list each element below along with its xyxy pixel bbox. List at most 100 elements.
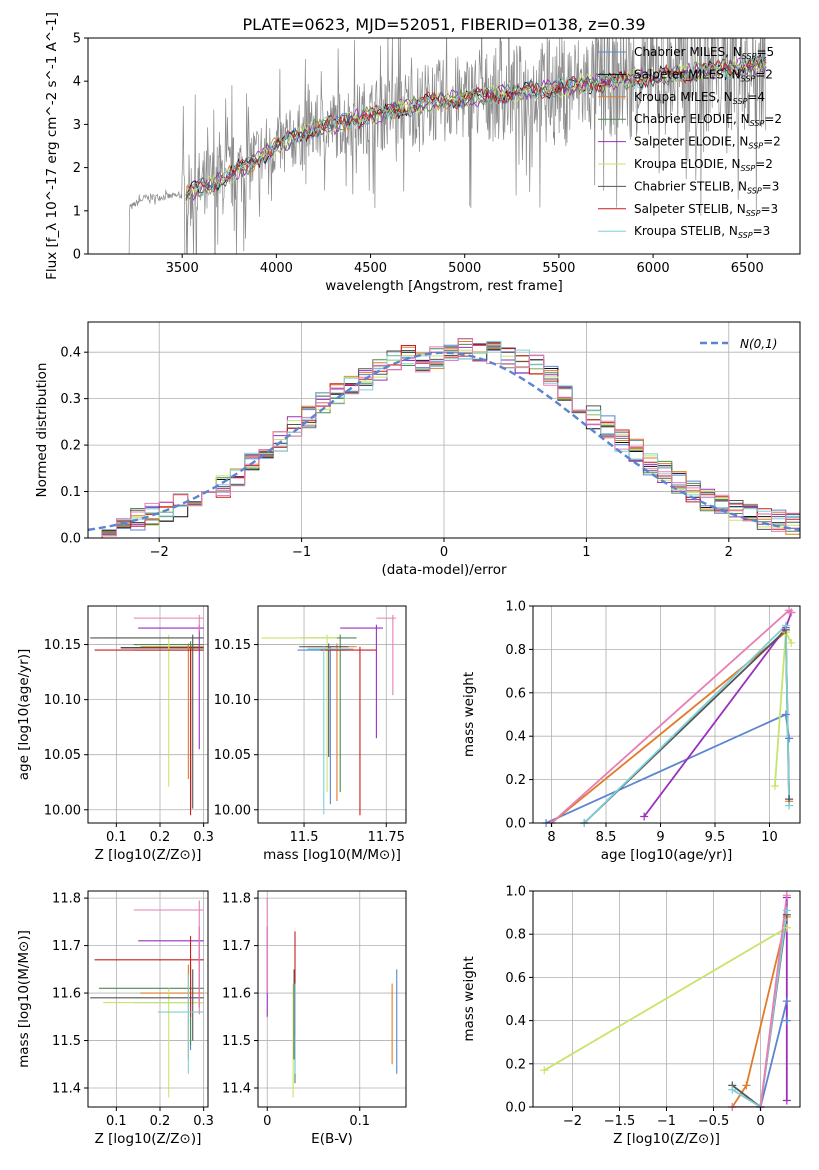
y-tick-label: 0.0 <box>505 817 526 832</box>
weight-marker <box>728 1085 737 1094</box>
legend-label: Salpeter STELIB, NSSP=3 <box>634 202 778 218</box>
x-tick-label: 10 <box>761 830 778 845</box>
x-tick-label: 0 <box>440 545 448 560</box>
x-tick-label: −1 <box>292 545 311 560</box>
y-tick-label: 0.6 <box>505 971 526 986</box>
plot-area <box>90 900 204 1098</box>
chart-mass-vs-EBV: 0 0.1 11.4 11.5 11.6 11.7 11.8 E(B-V) <box>222 890 407 1147</box>
axes-frame <box>87 605 209 824</box>
x-axis-label: E(B-V) <box>311 1131 353 1147</box>
legend-label: Kroupa ELODIE, NSSP=2 <box>634 157 773 173</box>
y-tick-label: 11.8 <box>222 892 251 907</box>
plot-area <box>261 614 397 816</box>
x-tick-label: 5500 <box>542 261 575 276</box>
legend-label: Chabrier MILES, NSSP=5 <box>634 45 774 61</box>
y-tick-label: 0 <box>73 248 81 263</box>
x-tick-label: 0.2 <box>150 1114 171 1129</box>
weight-marker <box>770 782 779 791</box>
y-tick-label: 0.8 <box>505 643 526 658</box>
y-axis-label: mass [log10(M/M⊙)] <box>16 930 32 1068</box>
y-tick-label: 1.0 <box>505 885 526 900</box>
x-tick-label: −2 <box>563 1114 582 1129</box>
x-tick-label: 4500 <box>354 261 387 276</box>
weight-line <box>732 895 788 1107</box>
y-tick-label: 0.4 <box>505 730 526 745</box>
weight-marker <box>782 891 791 900</box>
y-tick-label: 3 <box>73 118 81 133</box>
x-tick-label: 8 <box>547 830 555 845</box>
legend-label: Kroupa STELIB, NSSP=3 <box>634 224 770 240</box>
x-tick-label: 6500 <box>731 261 764 276</box>
plot-area <box>545 609 793 823</box>
y-tick-label: 0.2 <box>505 773 526 788</box>
weight-line <box>731 916 788 1107</box>
x-tick-label: 11.75 <box>368 830 405 845</box>
axes-frame <box>257 605 407 824</box>
chart-residuals: N(0,1) −2 −1 0 1 2 0.0 0.1 0.2 0.3 0.4 (data-model)… <box>34 321 801 578</box>
weight-marker <box>787 608 796 617</box>
x-tick-label: 0.3 <box>193 830 214 845</box>
x-axis-label: age [log10(age/yr)] <box>601 847 733 863</box>
x-tick-label: 3500 <box>166 261 199 276</box>
x-tick-label: 4000 <box>260 261 293 276</box>
spectrum-data-line <box>125 38 767 254</box>
y-tick-label: 5 <box>73 32 81 47</box>
y-tick-label: 0.1 <box>60 485 81 500</box>
weight-line <box>545 713 790 823</box>
y-tick-label: 2 <box>73 161 81 176</box>
chart-weight-vs-Z: −2 −1.5 −1 −0.5 0 0.0 0.2 0.4 0.6 0.8 1.0 Z [log10(… <box>461 885 801 1147</box>
y-tick-label: 0.3 <box>60 392 81 407</box>
weight-marker <box>785 734 794 743</box>
y-tick-label: 11.6 <box>222 987 251 1002</box>
y-tick-label: 10.10 <box>44 693 81 708</box>
x-tick-label: 0 <box>263 1114 271 1129</box>
weight-marker <box>782 906 791 915</box>
weight-marker <box>782 1096 791 1105</box>
chart-age-vs-Z: 0.1 0.2 0.3 10.00 10.05 10.10 10.15 Z [log10(Z/… <box>16 605 214 863</box>
y-tick-label: 10.15 <box>44 638 81 653</box>
axes-frame <box>87 37 801 255</box>
y-tick-label: 0.6 <box>505 686 526 701</box>
y-tick-label: 11.6 <box>52 987 81 1002</box>
x-axis-label: Z [log10(Z/Z⊙)] <box>95 1131 202 1147</box>
gaussian-curve <box>88 351 800 532</box>
x-tick-label: −2 <box>150 545 169 560</box>
x-axis-label: (data-model)/error <box>381 562 507 578</box>
legend-label: Salpeter MILES, NSSP=2 <box>634 67 773 83</box>
x-axis-label: Z [log10(Z/Z⊙)] <box>95 847 202 863</box>
weight-line <box>543 926 788 1072</box>
legend-label: Chabrier ELODIE, NSSP=2 <box>634 112 782 128</box>
x-tick-label: 6000 <box>637 261 670 276</box>
plot-area <box>543 895 788 1107</box>
legend: Chabrier MILES, NSSP=5 Salpeter MILES, NS… <box>598 45 782 240</box>
model-line-7 <box>185 55 767 197</box>
legend-label: Kroupa MILES, NSSP=4 <box>634 90 765 106</box>
axes-frame <box>87 890 209 1108</box>
x-tick-label: 5000 <box>448 261 481 276</box>
chart-spectrum: Chabrier MILES, NSSP=5 Salpeter MILES, NS… <box>44 12 801 294</box>
weight-line <box>731 910 788 1107</box>
weight-marker <box>782 997 791 1006</box>
x-tick-label: 11.5 <box>290 830 319 845</box>
weight-line <box>550 609 792 823</box>
plot-area <box>90 614 204 816</box>
y-tick-label: 11.5 <box>222 1034 251 1049</box>
weight-marker <box>782 1016 791 1025</box>
weight-marker <box>781 621 790 630</box>
y-tick-label: 0.2 <box>505 1057 526 1072</box>
x-tick-label: −0.5 <box>698 1114 730 1129</box>
y-axis-label: Flux [f_λ 10^-17 erg cm^-2 s^-1 A^-1] <box>44 12 60 280</box>
figure-title: PLATE=0623, MJD=52051, FIBERID=0138, z=0… <box>242 15 645 34</box>
y-tick-label: 1.0 <box>505 600 526 615</box>
y-tick-label: 0.2 <box>60 439 81 454</box>
x-tick-label: 2 <box>725 545 733 560</box>
x-tick-label: 1 <box>582 545 590 560</box>
axes-frame <box>532 605 801 824</box>
x-tick-label: 9 <box>656 830 664 845</box>
x-tick-label: 0.1 <box>106 830 127 845</box>
y-tick-label: 11.5 <box>52 1034 81 1049</box>
y-tick-label: 11.4 <box>222 1082 251 1097</box>
model-line-3 <box>185 56 767 200</box>
x-tick-label: 8.5 <box>596 830 617 845</box>
